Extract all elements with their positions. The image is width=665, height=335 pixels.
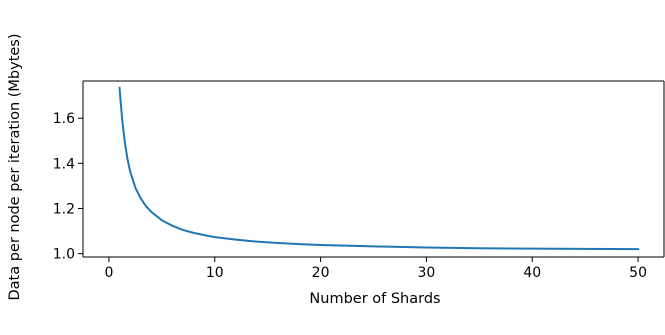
plot-area <box>118 86 640 251</box>
axes: 0 10 20 30 40 50 1.0 1.2 1.4 1.6 <box>53 80 665 281</box>
x-tick-label: 0 <box>104 265 113 281</box>
x-tick-label: 50 <box>629 265 647 281</box>
x-tick-label: 30 <box>418 265 436 281</box>
x-tick-label: 10 <box>206 265 224 281</box>
x-tick-label: 20 <box>312 265 330 281</box>
series-line-0 <box>118 86 640 251</box>
y-tick-label: 1.0 <box>53 247 75 263</box>
y-tick-label: 1.4 <box>53 156 75 172</box>
y-tick-label: 1.2 <box>53 201 75 217</box>
y-axis-title: Data per node per iteration (Mbytes) <box>7 33 23 300</box>
x-axis-title: Number of Shards <box>309 291 440 307</box>
y-tick-label: 1.6 <box>53 111 75 127</box>
x-tick-label: 40 <box>523 265 541 281</box>
